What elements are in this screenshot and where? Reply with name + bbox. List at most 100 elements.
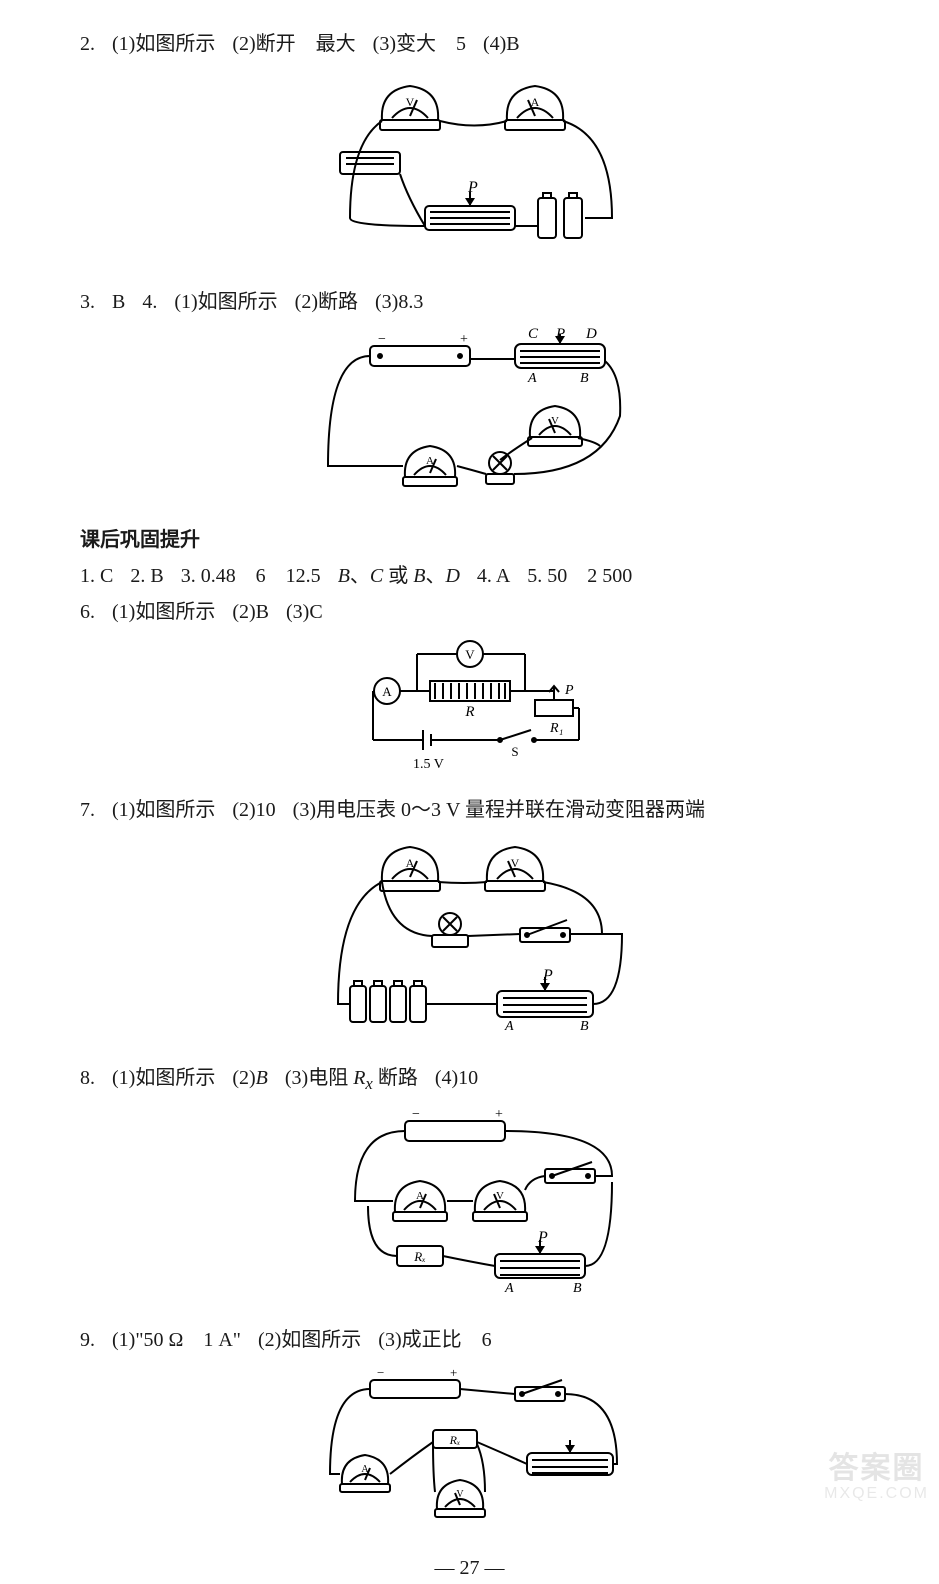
q6-p2: (2)B xyxy=(232,601,269,623)
figure-q4-wrap: − + C P D A B A xyxy=(80,326,859,516)
q3-ans: B xyxy=(112,291,125,313)
svg-text:A: A xyxy=(527,371,537,386)
figure-q9-wrap: − + A Rₓ V xyxy=(80,1364,859,1544)
watermark-en: MXQE.COM xyxy=(824,1485,929,1503)
svg-text:+: + xyxy=(495,1107,503,1122)
q2-p4: (4)B xyxy=(483,33,520,55)
svg-text:P: P xyxy=(467,179,478,196)
q7-p1: (1)如图所示 xyxy=(112,799,215,821)
svg-text:1.5 V: 1.5 V xyxy=(413,757,444,772)
svg-text:A: A xyxy=(416,1190,424,1202)
svg-text:V: V xyxy=(465,647,475,662)
q3-D: D xyxy=(445,565,459,587)
q3-B2: B xyxy=(413,565,425,587)
svg-text:Rₓ: Rₓ xyxy=(413,1249,426,1264)
q7-p2: (2)10 xyxy=(232,799,275,821)
q9-p2: (2)如图所示 xyxy=(258,1329,361,1351)
q3-C: C xyxy=(370,565,383,587)
q9-num: 9. xyxy=(80,1329,95,1351)
q6-p3: (3)C xyxy=(286,601,323,623)
q8-p1: (1)如图所示 xyxy=(112,1067,215,1089)
q9-p1: (1)"50 Ω 1 A" xyxy=(112,1329,241,1351)
q8-p3-post: 断路 xyxy=(373,1067,418,1089)
answer-q9-line: 9. (1)"50 Ω 1 A" (2)如图所示 (3)成正比 6 xyxy=(80,1324,859,1356)
svg-text:+: + xyxy=(450,1365,457,1380)
svg-text:R: R xyxy=(464,704,474,720)
figure-q6: V A R P R₁ S 1.5 V xyxy=(355,636,585,776)
svg-text:P: P xyxy=(555,326,565,342)
answer-q3-q4-line: 3. B 4. (1)如图所示 (2)断路 (3)8.3 xyxy=(80,286,859,318)
svg-text:A: A xyxy=(504,1019,514,1034)
q3-vals: 0.48 6 12.5 xyxy=(201,565,321,587)
svg-text:A: A xyxy=(426,455,434,467)
figure-q8: −+ A V Rₓ P A B xyxy=(310,1106,630,1306)
q4-p1: (1)如图所示 xyxy=(174,291,277,313)
q8-p3-sub: x xyxy=(365,1074,372,1093)
svg-text:P: P xyxy=(542,967,553,984)
answer-q6-line: 6. (1)如图所示 (2)B (3)C xyxy=(80,596,859,628)
answer-row-1to5: 1. C 2. B 3. 0.48 6 12.5 B、C 或 B、D 4. A … xyxy=(80,560,859,592)
svg-text:+: + xyxy=(460,332,468,347)
watermark-cn: 答案圈 xyxy=(824,1452,929,1485)
svg-text:B: B xyxy=(580,1019,589,1034)
q3-label: 3. xyxy=(181,565,196,587)
q4b: 4. A xyxy=(477,565,510,587)
q5-label: 5. xyxy=(527,565,542,587)
q8-p4: (4)10 xyxy=(435,1067,478,1089)
q4-num: 4. xyxy=(142,291,157,313)
svg-text:V: V xyxy=(496,1190,504,1202)
figure-q2-wrap: V A P xyxy=(80,68,859,278)
svg-text:C: C xyxy=(528,326,539,342)
svg-text:A: A xyxy=(382,684,392,699)
svg-text:V: V xyxy=(405,95,414,109)
svg-text:V: V xyxy=(551,415,559,427)
section-heading: 课后巩固提升 xyxy=(80,524,859,556)
q2-p1: (1)如图所示 xyxy=(112,33,215,55)
svg-text:A: A xyxy=(361,1464,369,1475)
q5-vals: 50 2 500 xyxy=(547,565,632,587)
q2-p3: (3)变大 5 xyxy=(373,33,466,55)
q8-p3-R: R xyxy=(353,1067,365,1089)
q2-p2: (2)断开 最大 xyxy=(232,33,355,55)
svg-text:V: V xyxy=(510,856,519,870)
q3-sep1: 、 xyxy=(350,565,370,587)
svg-text:R₁: R₁ xyxy=(549,721,563,736)
figure-q4: − + C P D A B A xyxy=(300,326,640,506)
watermark: 答案圈 MXQE.COM xyxy=(824,1452,929,1503)
page-number: — 27 — xyxy=(80,1552,859,1584)
svg-text:Rₓ: Rₓ xyxy=(448,1433,460,1447)
q6-p1: (1)如图所示 xyxy=(112,601,215,623)
q8-p2-val: B xyxy=(256,1067,268,1089)
answer-q7-line: 7. (1)如图所示 (2)10 (3)用电压表 0～3 V 量程并联在滑动变阻… xyxy=(80,794,859,826)
figure-q9: − + A Rₓ V xyxy=(305,1364,635,1534)
figure-q7: A V xyxy=(300,834,640,1044)
q3-mid: 或 xyxy=(383,565,413,587)
q3-B: B xyxy=(338,565,350,587)
svg-text:P: P xyxy=(537,1229,548,1246)
q2-num: 2. xyxy=(80,33,95,55)
q2b: 2. B xyxy=(130,565,163,587)
q8-num: 8. xyxy=(80,1067,95,1089)
q3-num: 3. xyxy=(80,291,95,313)
q7-num: 7. xyxy=(80,799,95,821)
answer-q8-line: 8. (1)如图所示 (2)B (3)电阻 Rx 断路 (4)10 xyxy=(80,1062,859,1098)
svg-text:A: A xyxy=(504,1281,514,1296)
figure-q7-wrap: A V xyxy=(80,834,859,1054)
svg-text:V: V xyxy=(456,1489,464,1500)
q4-p2: (2)断路 xyxy=(295,291,358,313)
svg-text:B: B xyxy=(573,1281,582,1296)
figure-q6-wrap: V A R P R₁ S 1.5 V xyxy=(80,636,859,786)
svg-text:B: B xyxy=(580,371,589,386)
q8-p2-pre: (2) xyxy=(232,1067,255,1089)
svg-text:S: S xyxy=(511,744,518,759)
q7-p3: (3)用电压表 0～3 V 量程并联在滑动变阻器两端 xyxy=(293,799,705,821)
svg-text:A: A xyxy=(405,856,414,870)
svg-text:D: D xyxy=(585,326,597,342)
answer-q2-line: 2. (1)如图所示 (2)断开 最大 (3)变大 5 (4)B xyxy=(80,28,859,60)
svg-text:−: − xyxy=(378,332,386,347)
q4-p3: (3)8.3 xyxy=(375,291,423,313)
svg-text:−: − xyxy=(377,1365,384,1380)
q1: 1. C xyxy=(80,565,113,587)
q6-num: 6. xyxy=(80,601,95,623)
q3-sep2: 、 xyxy=(425,565,445,587)
